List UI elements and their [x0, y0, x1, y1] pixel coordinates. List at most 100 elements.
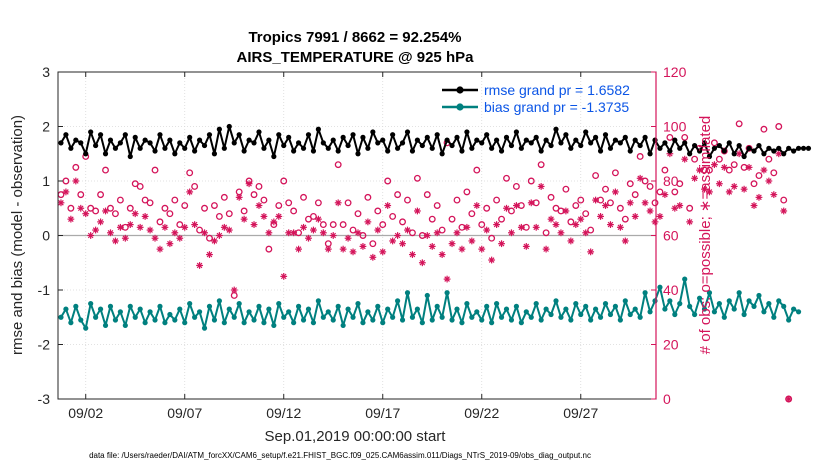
rmse-point	[142, 137, 148, 143]
possible-obs-marker	[413, 174, 421, 182]
bias-point	[533, 301, 539, 307]
rmse-point	[370, 129, 376, 135]
bias-point	[281, 314, 287, 320]
rmse-point	[805, 145, 812, 151]
possible-obs-marker	[626, 180, 634, 188]
possible-obs-marker	[715, 155, 723, 163]
rmse-point	[394, 145, 401, 151]
rmse-point	[538, 148, 544, 154]
rmse-point	[647, 151, 653, 157]
possible-obs-marker	[329, 221, 337, 229]
assimilated-obs-marker	[438, 251, 446, 258]
assimilated-obs-marker	[641, 199, 649, 207]
bias-point	[424, 292, 430, 299]
rmse-point	[439, 151, 445, 157]
possible-obs-marker	[710, 139, 718, 147]
assimilated-obs-marker	[725, 188, 733, 196]
bias-point	[682, 276, 688, 282]
assimilated-obs-marker	[146, 226, 154, 234]
rmse-point	[682, 140, 688, 146]
possible-obs-marker	[453, 196, 461, 204]
x-axis-ticks: 09/02 09/07 09/12 09/17 09/22 09/27	[68, 72, 598, 421]
bias-point	[518, 320, 524, 326]
possible-obs-marker	[186, 169, 194, 177]
bias-point	[350, 314, 356, 320]
bias-point	[177, 306, 183, 312]
possible-obs-marker	[324, 240, 332, 248]
possible-obs-marker	[394, 191, 402, 199]
rmse-point	[652, 137, 658, 143]
legend-bias-label: bias grand pr = -1.3735	[484, 99, 629, 115]
possible-obs-marker	[666, 133, 674, 141]
assimilated-obs-marker	[780, 207, 788, 215]
bias-point	[706, 290, 713, 296]
assimilated-obs-marker	[270, 218, 278, 226]
possible-obs-marker	[760, 125, 768, 133]
assimilated-obs-marker	[107, 229, 114, 237]
assimilated-obs-marker	[67, 215, 75, 223]
bias-point	[489, 320, 495, 326]
rmse-point	[602, 132, 609, 138]
assimilated-obs-marker	[651, 218, 659, 226]
x-tick-label: 09/12	[266, 405, 301, 421]
assimilated-obs-marker	[488, 256, 496, 264]
rmse-point	[221, 145, 227, 151]
assimilated-obs-marker	[513, 202, 520, 209]
bias-point	[568, 317, 574, 323]
rmse-point	[479, 140, 485, 146]
possible-obs-marker	[334, 161, 342, 169]
assimilated-obs-marker	[389, 237, 397, 245]
possible-obs-marker	[369, 240, 377, 248]
rmse-point	[677, 145, 683, 151]
possible-obs-marker	[131, 180, 139, 188]
bias-point	[736, 290, 742, 296]
possible-obs-marker	[562, 185, 570, 193]
rmse-point	[251, 140, 257, 146]
y-left-axis-label: rmse and bias (model - observation)	[9, 115, 26, 355]
bias-point	[63, 306, 69, 312]
assimilated-obs-marker	[334, 199, 342, 207]
possible-obs-marker	[735, 120, 743, 128]
assimilated-obs-marker	[631, 213, 639, 220]
bias-point	[172, 317, 178, 323]
bias-point	[696, 295, 703, 301]
rmse-point	[429, 145, 435, 151]
legend: rmse grand pr = 1.6582 bias grand pr = -…	[442, 82, 630, 115]
bias-point	[187, 301, 193, 307]
assimilated-obs-marker	[186, 188, 194, 196]
assimilated-obs-marker	[542, 245, 550, 253]
rmse-point	[231, 140, 237, 146]
possible-obs-marker	[111, 210, 119, 218]
bias-point	[231, 314, 237, 320]
rmse-point	[528, 140, 534, 146]
rmse-point	[692, 142, 698, 149]
assimilated-obs-marker	[720, 163, 728, 171]
assimilated-obs-marker	[280, 272, 288, 280]
possible-obs-marker	[319, 221, 327, 229]
possible-obs-marker	[156, 218, 164, 226]
x-tick-label: 09/02	[68, 405, 103, 421]
assimilated-obs-marker	[191, 221, 199, 228]
possible-obs-marker	[77, 191, 85, 199]
assimilated-obs-marker	[463, 223, 471, 231]
assimilated-obs-marker	[760, 166, 768, 174]
rmse-point	[642, 134, 648, 140]
possible-obs-marker	[404, 196, 411, 204]
chart-title: Tropics 7991 / 8662 = 92.254%	[248, 29, 461, 46]
bias-point	[325, 309, 331, 315]
assimilated-obs-marker	[220, 223, 228, 231]
bias-point	[484, 303, 490, 309]
rmse-point	[325, 145, 331, 151]
assimilated-obs-marker	[706, 188, 713, 196]
rmse-point	[419, 142, 425, 149]
possible-obs-marker	[537, 161, 545, 169]
bias-point	[543, 306, 549, 312]
possible-obs-marker	[512, 182, 520, 190]
bias-point	[315, 298, 321, 304]
assimilated-obs-marker	[319, 229, 327, 237]
bias-point	[731, 306, 737, 312]
possible-obs-marker	[493, 196, 501, 204]
bias-point	[553, 298, 559, 304]
rmse-point	[152, 148, 158, 154]
rmse-point	[226, 123, 232, 130]
